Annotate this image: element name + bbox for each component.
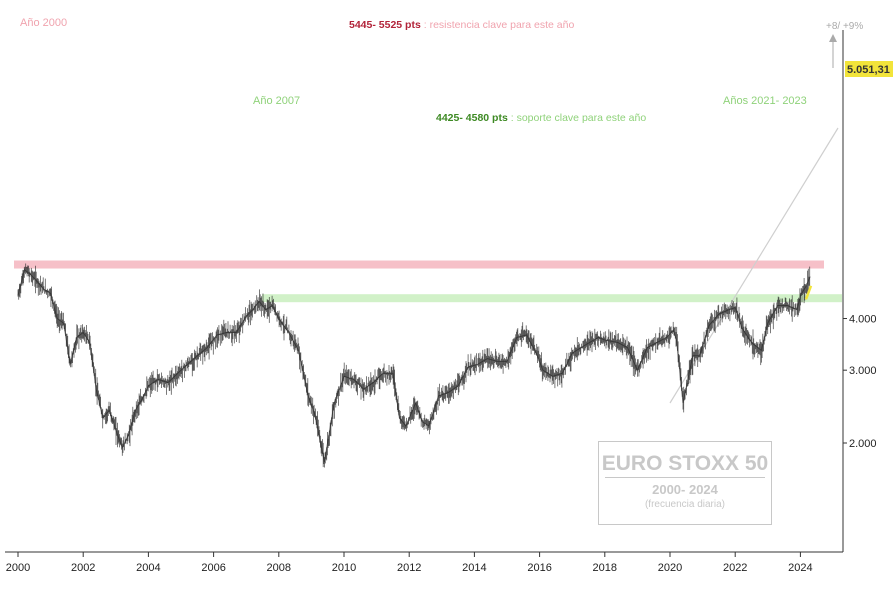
x-tick-label: 2000 bbox=[6, 562, 30, 574]
resistance-label: 5445- 5525 pts : resistencia clave para … bbox=[349, 19, 574, 31]
resistance-band bbox=[14, 260, 824, 269]
price-line bbox=[17, 268, 811, 462]
annotation-year-2007: Año 2007 bbox=[253, 95, 300, 107]
x-tick-label: 2014 bbox=[462, 562, 486, 574]
x-tick-label: 2018 bbox=[593, 562, 617, 574]
x-tick-label: 2010 bbox=[332, 562, 356, 574]
resistance-label-range: 5445- 5525 pts bbox=[349, 19, 421, 31]
last-value-badge bbox=[845, 61, 893, 77]
x-axis-ticks: 2000 2002 2004 2006 2008 2010 2012 2014 2016 2018… bbox=[6, 552, 813, 574]
x-tick-label: 2022 bbox=[723, 562, 747, 574]
x-tick-label: 2020 bbox=[658, 562, 682, 574]
upside-arrow-head bbox=[829, 34, 837, 42]
chart-subtitle: 2000- 2024 bbox=[652, 482, 718, 497]
recent-rally-highlight bbox=[804, 285, 813, 300]
y-tick-label: 4.000 bbox=[849, 314, 877, 326]
x-tick-label: 2016 bbox=[527, 562, 551, 574]
x-tick-label: 2012 bbox=[397, 562, 421, 574]
annotation-year-2000: Año 2000 bbox=[20, 17, 67, 29]
x-tick-label: 2024 bbox=[788, 562, 812, 574]
resistance-label-text: : resistencia clave para este año bbox=[424, 19, 575, 31]
annotation-years-2021-2023: Años 2021- 2023 bbox=[723, 95, 807, 107]
x-tick-label: 2008 bbox=[267, 562, 291, 574]
annotation-upside: +8/ +9% bbox=[826, 21, 863, 32]
x-tick-label: 2002 bbox=[71, 562, 95, 574]
y-tick-label: 3.000 bbox=[849, 365, 877, 377]
x-tick-label: 2006 bbox=[201, 562, 225, 574]
support-label-range: 4425- 4580 pts bbox=[436, 112, 508, 124]
y-tick-label: 2.000 bbox=[849, 438, 877, 450]
support-label-text: : soporte clave para este año bbox=[511, 112, 647, 124]
title-divider bbox=[605, 477, 765, 478]
support-label: 4425- 4580 pts : soporte clave para este… bbox=[436, 112, 646, 124]
chart-title: EURO STOXX 50 bbox=[601, 452, 769, 475]
chart-frequency-note: (frecuencia diaria) bbox=[644, 499, 726, 510]
last-value-label: 5.051,31 bbox=[847, 64, 890, 76]
x-tick-label: 2004 bbox=[136, 562, 160, 574]
support-band bbox=[262, 294, 842, 303]
y-axis-ticks: 2.000 3.000 4.000 bbox=[843, 314, 877, 450]
chart-title-box: EURO STOXX 50 2000- 2024 (frecuencia dia… bbox=[598, 441, 772, 525]
